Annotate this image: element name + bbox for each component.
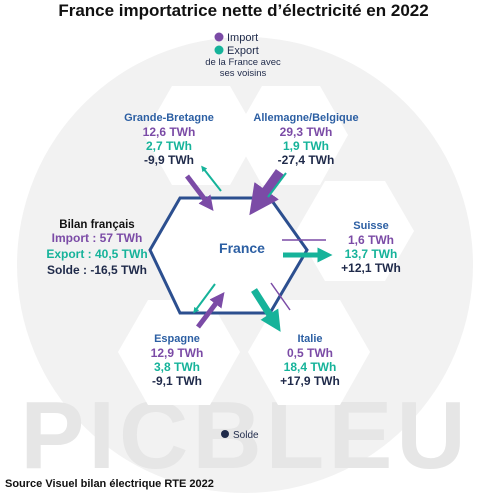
source-caption: Source Visuel bilan électrique RTE 2022 [5, 478, 214, 490]
region-import-suisse: 1,6 TWh [348, 233, 394, 247]
bilan-title: Bilan français [59, 219, 134, 231]
arrow-export-allemagne-belgique [267, 172, 287, 198]
region-import-italie: 0,5 TWh [287, 346, 333, 360]
hex-espagne [118, 300, 240, 405]
hex-grande-bretagne [144, 86, 258, 185]
legend-export-label: Export [227, 45, 259, 57]
legend-export-dot [214, 45, 224, 55]
region-import-allemagne-belgique: 29,3 TWh [280, 125, 333, 139]
arrow-import-espagne [196, 292, 225, 329]
arrow-import-allemagne-belgique [249, 169, 285, 216]
region-export-italie: 18,4 TWh [284, 360, 337, 374]
page-title: France importatrice nette d’électricité … [58, 1, 429, 20]
arrow-export-italie [251, 288, 281, 332]
region-import-grande-bretagne: 12,6 TWh [143, 125, 196, 139]
region-export-allemagne-belgique: 1,9 TWh [283, 139, 329, 153]
region-export-suisse: 13,7 TWh [345, 247, 398, 261]
region-name-espagne: Espagne [154, 333, 200, 345]
region-solde-espagne: -9,1 TWh [152, 374, 202, 388]
legend-import-dot [214, 32, 224, 42]
region-export-grande-bretagne: 2,7 TWh [146, 139, 192, 153]
region-solde-allemagne-belgique: -27,4 TWh [278, 153, 335, 167]
arrow-export-espagne [193, 283, 216, 314]
region-name-italie: Italie [297, 333, 322, 345]
bilan-export: Export : 40,5 TWh [46, 247, 147, 261]
region-name-allemagne-belgique: Allemagne/Belgique [253, 112, 358, 124]
watermark-text: PICBLEU [20, 382, 469, 489]
legend-import-label: Import [227, 32, 258, 44]
region-solde-suisse: +12,1 TWh [341, 261, 401, 275]
region-solde-italie: +17,9 TWh [280, 374, 340, 388]
arrow-import-grande-bretagne [185, 174, 214, 211]
legend-subtitle-line2: ses voisins [220, 68, 267, 79]
bilan-solde: Solde : -16,5 TWh [47, 263, 147, 277]
arrow-export-grande-bretagne [201, 165, 222, 192]
legend-subtitle-line1: de la France avec [205, 57, 281, 68]
france-label: France [219, 240, 265, 256]
solde-legend-label: Solde [233, 430, 259, 441]
region-export-espagne: 3,8 TWh [154, 360, 200, 374]
bilan-import: Import : 57 TWh [52, 231, 143, 245]
solde-legend-dot [221, 430, 229, 438]
hex-allemagne-belgique [234, 86, 348, 185]
region-name-suisse: Suisse [353, 220, 388, 232]
arrow-import-italie [270, 282, 291, 311]
region-name-grande-bretagne: Grande-Bretagne [124, 112, 214, 124]
region-import-espagne: 12,9 TWh [151, 346, 204, 360]
region-solde-grande-bretagne: -9,9 TWh [144, 153, 194, 167]
